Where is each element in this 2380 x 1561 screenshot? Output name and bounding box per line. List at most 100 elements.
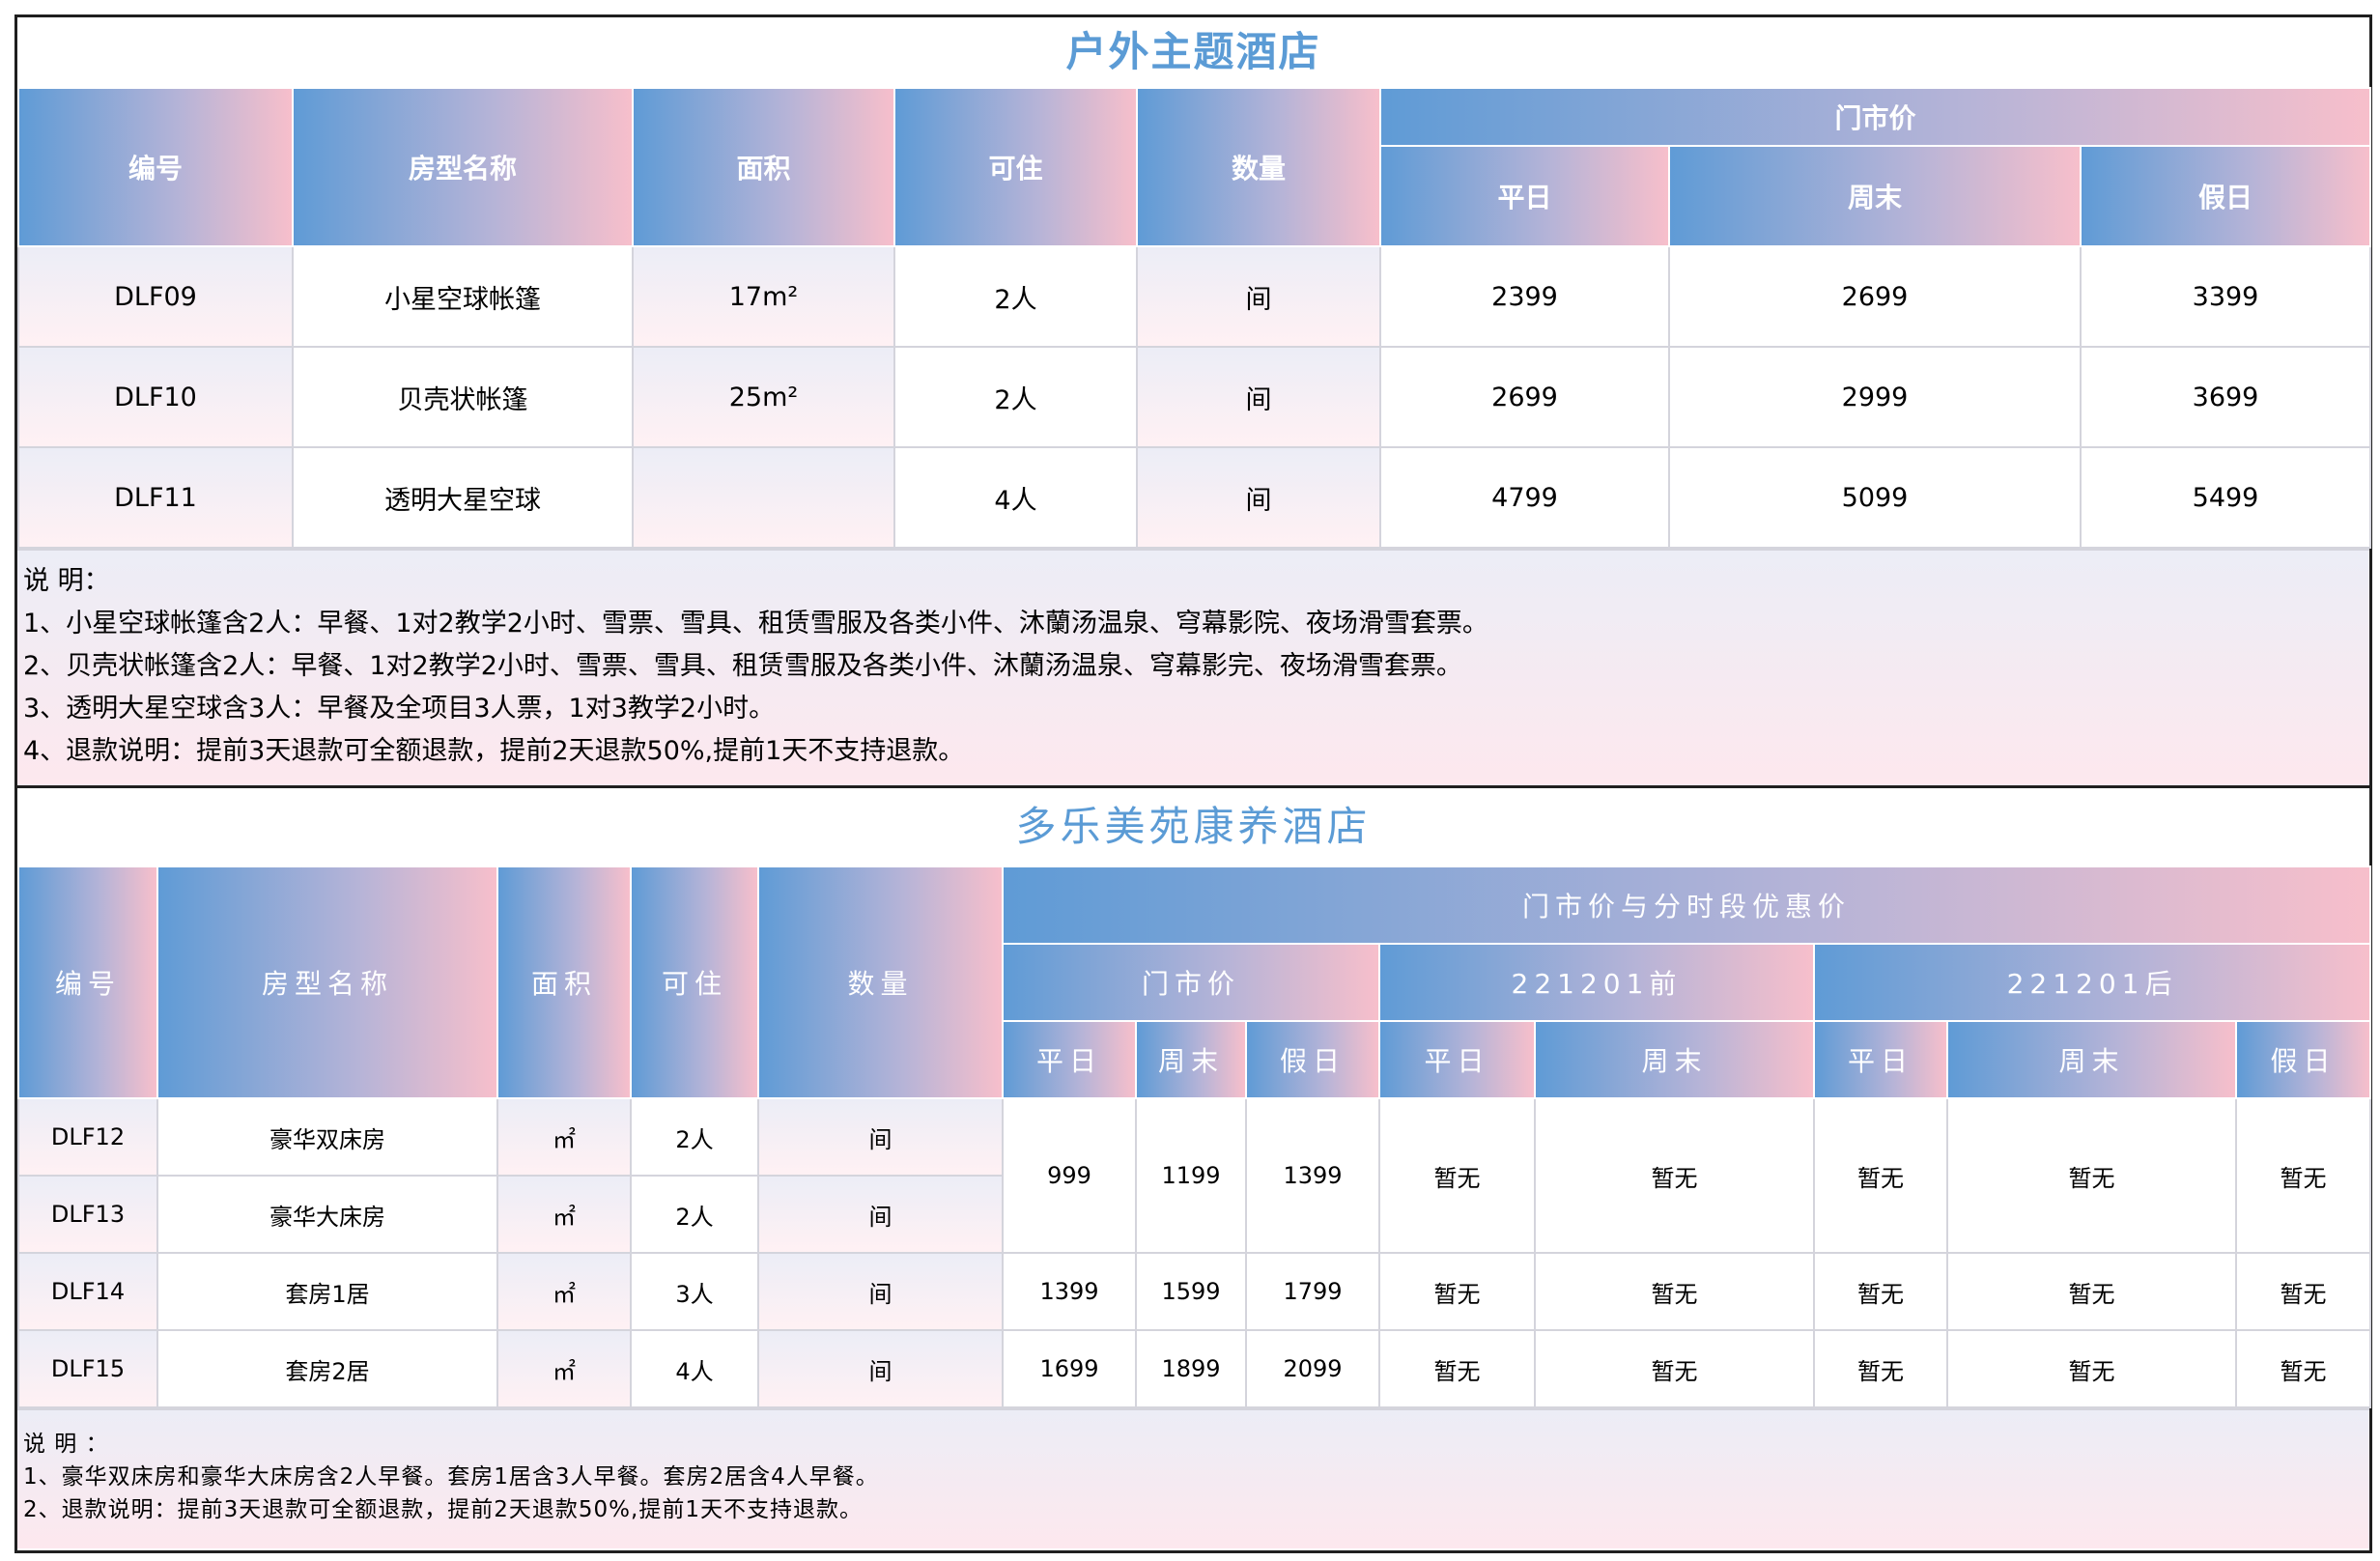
cell-area: 25m² (632, 346, 895, 448)
cell-room-type: 贝壳状帐篷 (292, 346, 634, 448)
cell-weekday-price: 2699 (1379, 346, 1670, 448)
cell-weekend-price: 5099 (1668, 446, 2082, 549)
cell-area: 17m² (632, 245, 895, 348)
cell-quantity: 间 (1136, 245, 1381, 348)
cell-capacity: 4人 (630, 1329, 759, 1408)
header-price-group: 门市价与分时段优惠价 (1001, 866, 2372, 945)
cell-rack-holiday: 1399 (1245, 1097, 1380, 1254)
cell-before-weekday: 暂无 (1378, 1329, 1536, 1408)
header-before-221201: 221201前 (1378, 943, 1815, 1022)
cell-after-weekend: 暂无 (1946, 1097, 2237, 1254)
cell-before-weekend: 暂无 (1534, 1097, 1815, 1254)
cell-after-weekend: 暂无 (1946, 1252, 2237, 1331)
cell-capacity: 2人 (893, 346, 1138, 448)
cell-area: ㎡ (496, 1329, 632, 1408)
cell-after-weekday: 暂无 (1813, 1097, 1948, 1254)
header-weekend: 周末 (1135, 1020, 1247, 1099)
cell-room-type: 套房1居 (156, 1252, 498, 1331)
note-line: 2、退款说明：提前3天退款可全额退款，提前2天退款50%,提前1天不支持退款。 (23, 1497, 863, 1522)
cell-quantity: 间 (757, 1097, 1004, 1177)
note-line: 2、贝壳状帐篷含2人：早餐、1对2教学2小时、雪票、雪具、租赁雪服及各类小件、沐… (23, 651, 1462, 681)
note-line: 1、小星空球帐篷含2人：早餐、1对2教学2小时、雪票、雪具、租赁雪服及各类小件、… (23, 609, 1488, 639)
table-row: DLF09 小星空球帐篷 17m² 2人 间 2399 2699 3399 (17, 245, 2371, 348)
cell-after-holiday: 暂无 (2234, 1252, 2372, 1331)
cell-holiday-price: 3399 (2080, 245, 2371, 348)
table-row: DLF11 透明大星空球 4人 间 4799 5099 5499 (17, 446, 2371, 549)
cell-id: DLF15 (17, 1329, 158, 1408)
cell-id: DLF10 (17, 346, 294, 448)
cell-weekday-price: 2399 (1379, 245, 1670, 348)
cell-quantity: 间 (1136, 346, 1381, 448)
header-rack-price: 门市价 (1379, 87, 2371, 147)
cell-area: ㎡ (496, 1175, 632, 1254)
hotel2-notes: 说 明 ： 1、豪华双床房和豪华大床房含2人早餐。套房1居含3人早餐。套房2居含… (17, 1408, 2369, 1548)
cell-before-weekend: 暂无 (1534, 1252, 1815, 1331)
notes-heading: 说 明 ： (23, 1432, 109, 1457)
hotel1-title: 户外主题酒店 (17, 17, 2369, 87)
note-line: 3、透明大星空球含3人：早餐及全项目3人票，1对3教学2小时。 (23, 694, 776, 724)
cell-weekend-price: 2999 (1668, 346, 2082, 448)
cell-after-holiday: 暂无 (2234, 1097, 2372, 1254)
hotel1-price-table: 编号 房型名称 面积 可住 数量 门市价 平日 周末 假日 DLF09 小星空球… (17, 87, 2371, 549)
cell-area: ㎡ (496, 1097, 632, 1177)
cell-capacity: 4人 (893, 446, 1138, 549)
cell-weekend-price: 2699 (1668, 245, 2082, 348)
cell-id: DLF14 (17, 1252, 158, 1331)
cell-after-weekday: 暂无 (1813, 1252, 1948, 1331)
header-id: 编号 (17, 866, 158, 1099)
cell-id: DLF09 (17, 245, 294, 348)
header-weekday: 平日 (1378, 1020, 1536, 1099)
note-line: 1、豪华双床房和豪华大床房含2人早餐。套房1居含3人早餐。套房2居含4人早餐。 (23, 1464, 879, 1490)
cell-rack-weekend: 1899 (1135, 1329, 1247, 1408)
table-row: DLF13 豪华大床房 ㎡ 2人 间 (17, 1175, 2370, 1254)
header-capacity: 可住 (893, 87, 1138, 247)
cell-room-type: 透明大星空球 (292, 446, 634, 549)
cell-capacity: 3人 (630, 1252, 759, 1331)
cell-id: DLF11 (17, 446, 294, 549)
cell-quantity: 间 (757, 1329, 1004, 1408)
cell-rack-holiday: 2099 (1245, 1329, 1380, 1408)
price-sheet: 户外主题酒店 编号 房型名称 面积 可住 数量 门市价 平日 周末 假日 DLF… (14, 14, 2372, 1553)
cell-room-type: 豪华双床房 (156, 1097, 498, 1177)
hotel1-notes: 说 明： 1、小星空球帐篷含2人：早餐、1对2教学2小时、雪票、雪具、租赁雪服及… (17, 549, 2369, 788)
cell-before-weekend: 暂无 (1534, 1329, 1815, 1408)
table-row: DLF14 套房1居 ㎡ 3人 间 1399 1599 1799 暂无 暂无 暂… (17, 1252, 2372, 1331)
cell-quantity: 间 (757, 1252, 1004, 1331)
cell-before-weekday: 暂无 (1378, 1252, 1536, 1331)
header-area: 面积 (632, 87, 895, 247)
header-area: 面积 (496, 866, 632, 1099)
cell-quantity: 间 (757, 1175, 1004, 1254)
table-row: DLF12 豪华双床房 ㎡ 2人 间 999 1199 1399 暂无 暂无 暂… (17, 1097, 2372, 1254)
header-room-type: 房型名称 (292, 87, 634, 247)
cell-room-type: 豪华大床房 (156, 1175, 498, 1254)
header-weekend: 周末 (1534, 1020, 1815, 1099)
hotel2-price-table: 编号 房型名称 面积 可住 数量 门市价与分时段优惠价 门市价 221201前 … (17, 866, 2372, 1408)
header-weekday: 平日 (1002, 1020, 1137, 1099)
cell-holiday-price: 3699 (2080, 346, 2371, 448)
cell-rack-holiday: 1799 (1245, 1252, 1380, 1331)
header-holiday: 假日 (2080, 145, 2371, 247)
cell-weekday-price: 4799 (1379, 446, 1670, 549)
cell-capacity: 2人 (630, 1097, 759, 1177)
cell-holiday-price: 5499 (2080, 446, 2371, 549)
header-quantity: 数量 (757, 866, 1004, 1099)
cell-area: ㎡ (496, 1252, 632, 1331)
header-room-type: 房型名称 (156, 866, 498, 1099)
header-weekend: 周末 (1668, 145, 2082, 247)
cell-id: DLF13 (17, 1175, 158, 1254)
cell-rack-weekday: 1399 (1002, 1252, 1137, 1331)
cell-room-type: 小星空球帐篷 (292, 245, 634, 348)
notes-heading: 说 明： (23, 566, 110, 596)
header-after-221201: 221201后 (1812, 943, 2372, 1022)
cell-rack-weekday: 1699 (1002, 1329, 1137, 1408)
cell-after-holiday: 暂无 (2234, 1329, 2372, 1408)
hotel2-title: 多乐美苑康养酒店 (17, 788, 2369, 866)
header-quantity: 数量 (1136, 87, 1381, 247)
header-weekday: 平日 (1379, 145, 1670, 247)
cell-capacity: 2人 (630, 1175, 759, 1254)
header-holiday: 假日 (1245, 1020, 1380, 1099)
cell-quantity: 间 (1136, 446, 1381, 549)
cell-rack-weekend: 1599 (1135, 1252, 1247, 1331)
cell-before-weekday: 暂无 (1378, 1097, 1536, 1254)
header-weekday: 平日 (1813, 1020, 1948, 1099)
